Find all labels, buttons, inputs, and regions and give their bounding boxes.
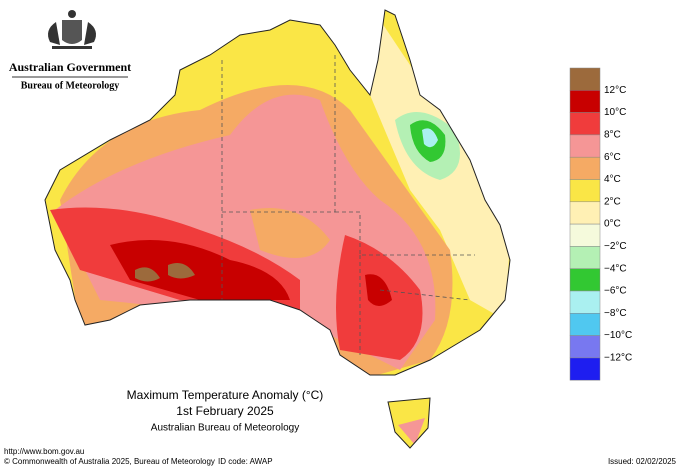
legend-label: 8°C [604, 130, 621, 141]
map-date: 1st February 2025 [176, 404, 274, 418]
agency: Australian Government [9, 60, 131, 74]
legend-label: −6°C [604, 286, 627, 297]
legend-label: −12°C [604, 353, 632, 364]
legend: 12°C 10°C 8°C 6°C 4°C 2°C 0°C −2°C −4°C −6°C −8°C −… [569, 67, 632, 381]
legend-swatch [569, 90, 601, 113]
legend-label: 2°C [604, 196, 621, 207]
legend-swatch [569, 313, 601, 336]
legend-swatch [569, 156, 601, 180]
map-source: Australian Bureau of Meteorology [151, 423, 299, 434]
legend-swatch [569, 201, 601, 225]
legend-label: 0°C [604, 219, 621, 230]
legend-label: 12°C [604, 85, 626, 96]
legend-swatch [569, 223, 601, 247]
legend-swatch [569, 112, 601, 136]
legend-label: 4°C [604, 174, 621, 185]
state-borders [221, 55, 475, 355]
legend-label: −10°C [604, 330, 632, 341]
legend-swatch [569, 357, 601, 381]
legend-label: −2°C [604, 241, 627, 252]
legend-swatch [569, 246, 601, 269]
bureau: Bureau of Meteorology [21, 80, 120, 91]
legend-label: 6°C [604, 152, 621, 163]
footer-id: ID code: AWAP [218, 457, 273, 466]
legend-label: −8°C [604, 308, 627, 319]
legend-label: −4°C [604, 263, 627, 274]
legend-label: 10°C [604, 107, 626, 118]
coat-of-arms [48, 10, 96, 49]
legend-swatch [569, 290, 601, 314]
legend-swatch [569, 67, 601, 91]
legend-swatch [569, 335, 601, 359]
legend-swatch [569, 268, 601, 292]
footer-issued: Issued: 02/02/2025 [608, 457, 677, 466]
map-title: Maximum Temperature Anomaly (°C) [127, 388, 324, 402]
legend-swatch [569, 179, 601, 203]
footer-url: http://www.bom.gov.au [4, 447, 84, 456]
coastline [44, 9, 511, 449]
footer-copyright: © Commonwealth of Australia 2025, Bureau… [4, 457, 215, 466]
legend-swatch [569, 134, 601, 158]
